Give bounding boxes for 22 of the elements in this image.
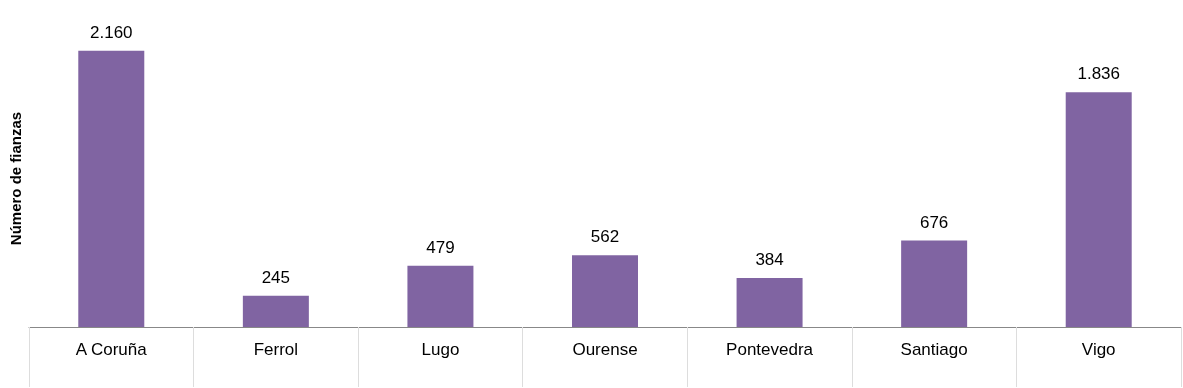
data-label: 2.160 (90, 22, 133, 42)
x-tick-label: A Coruña (75, 340, 148, 359)
y-axis-title: Número de fianzas (7, 111, 24, 246)
x-tick-label: Vigo (1081, 340, 1116, 359)
data-label: 479 (426, 237, 455, 257)
data-label: 1.836 (1077, 64, 1120, 84)
data-label: 245 (261, 267, 291, 287)
data-label: 562 (590, 227, 620, 247)
bar (78, 50, 145, 327)
bar (1065, 92, 1132, 327)
bar (407, 265, 474, 327)
x-tick-label: Ferrol (253, 340, 299, 359)
data-label: 384 (755, 249, 784, 269)
data-label: 676 (919, 212, 949, 232)
bar (242, 295, 309, 327)
bar (572, 255, 638, 327)
x-tick-label: Lugo (421, 340, 460, 359)
bar (736, 277, 803, 327)
x-tick-label: Santiago (900, 340, 968, 359)
x-tick-label: Ourense (572, 340, 638, 359)
x-tick-label: Pontevedra (726, 340, 814, 359)
bar (901, 240, 968, 327)
